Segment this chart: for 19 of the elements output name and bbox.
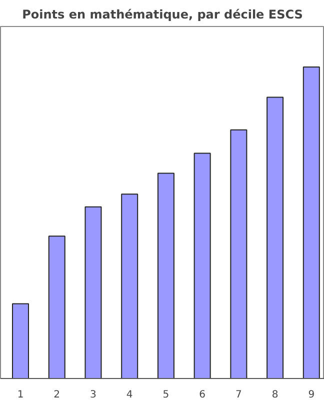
bar <box>121 194 138 378</box>
x-tick-label: 9 <box>308 390 315 400</box>
chart-title: Points en mathématique, par décile ESCS <box>22 8 303 22</box>
x-tick-label: 6 <box>199 390 206 400</box>
bar <box>302 66 320 378</box>
x-tick-label: 3 <box>90 390 96 400</box>
x-tick-label: 5 <box>162 390 170 400</box>
x-tick-label: 4 <box>126 390 133 400</box>
bar <box>12 303 29 378</box>
x-tick-label: 1 <box>17 390 24 400</box>
bar <box>84 206 102 378</box>
x-tick-label: 8 <box>272 390 278 400</box>
bar <box>157 172 174 378</box>
x-tick-label: 2 <box>54 390 60 400</box>
bar <box>194 152 211 378</box>
bar <box>230 129 248 378</box>
bar <box>266 96 284 378</box>
bar <box>48 236 66 378</box>
x-tick-label: 7 <box>236 390 242 400</box>
